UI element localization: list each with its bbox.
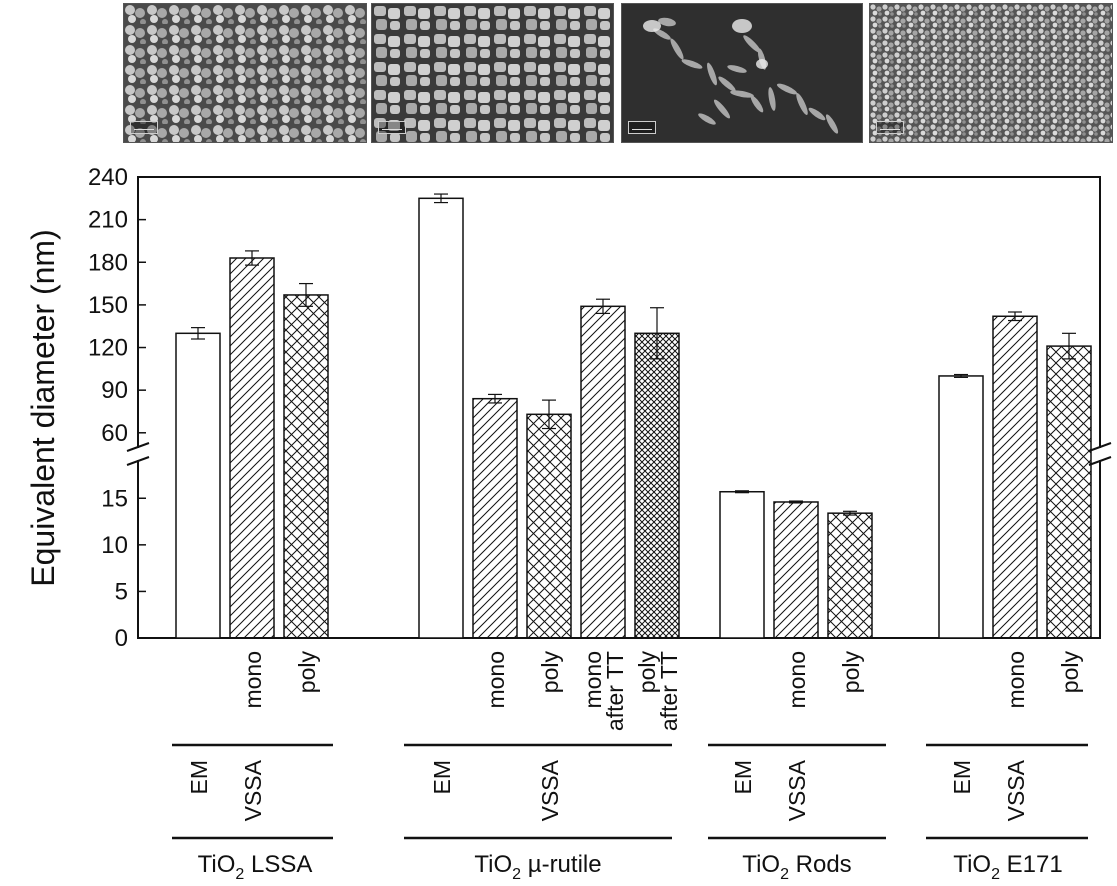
- bar-label: poly: [537, 651, 563, 694]
- group-label: TiO2 µ-rutile: [474, 851, 601, 883]
- axis-break-gap-right: [1088, 448, 1112, 460]
- group-label-subscript: 2: [991, 866, 1000, 883]
- y-tick-label: 240: [88, 164, 128, 191]
- axis-break-gap-left: [126, 448, 150, 460]
- bar-label-line2: after TT: [602, 651, 628, 731]
- scale-bar: [876, 121, 904, 134]
- bar-label: poly: [294, 651, 320, 694]
- group-label-subscript: 2: [235, 866, 244, 883]
- sem-texture: [124, 4, 366, 142]
- y-tick-label: 90: [101, 377, 128, 404]
- y-tick-label: 5: [115, 578, 128, 605]
- group-label: TiO2 E171: [953, 851, 1062, 883]
- y-tick-label: 120: [88, 335, 128, 362]
- sem-texture: [622, 4, 862, 142]
- group-label-suffix: µ-rutile: [521, 851, 602, 878]
- bar: [175, 332, 221, 639]
- sem-texture: [372, 4, 613, 142]
- y-axis-label: Equivalent diameter (nm): [25, 229, 61, 586]
- bar: [229, 257, 275, 639]
- bar-label: mono: [784, 651, 810, 709]
- group-label-suffix: E171: [1000, 851, 1063, 878]
- sem-image-rods: [621, 3, 863, 143]
- method-label-vssa: VSSA: [784, 759, 810, 821]
- group-label-prefix: TiO: [198, 851, 236, 878]
- method-label-em: EM: [186, 760, 212, 795]
- bar-label: poly: [838, 651, 864, 694]
- bar-label: poly: [1057, 651, 1083, 694]
- bar: [526, 413, 572, 639]
- group-label-prefix: TiO: [742, 851, 780, 878]
- bar: [719, 490, 765, 639]
- sem-image-lssa: [123, 3, 367, 143]
- method-label-vssa: VSSA: [537, 759, 563, 821]
- group-label-suffix: Rods: [789, 851, 852, 878]
- bar: [472, 397, 518, 639]
- group-label-suffix: LSSA: [244, 851, 312, 878]
- group-label-subscript: 2: [512, 866, 521, 883]
- group-label-prefix: TiO: [953, 851, 991, 878]
- group-label: TiO2 Rods: [742, 851, 851, 883]
- bar: [773, 501, 819, 639]
- axis-break-mark: [126, 456, 150, 466]
- axis-break-mark: [1088, 442, 1112, 452]
- bar: [580, 305, 626, 639]
- bar-label: mono: [1003, 651, 1029, 709]
- y-tick-label: 60: [101, 420, 128, 447]
- bar: [1046, 345, 1092, 639]
- scale-bar: [628, 121, 656, 134]
- bar: [938, 375, 984, 639]
- y-tick-label: 210: [88, 207, 128, 234]
- group-label-subscript: 2: [780, 866, 789, 883]
- y-tick-label: 150: [88, 292, 128, 319]
- bar: [827, 512, 873, 639]
- bar-label: mono: [483, 651, 509, 709]
- sem-image-e171: [869, 3, 1113, 143]
- bar-label: mono: [580, 651, 606, 709]
- method-label-em: EM: [949, 760, 975, 795]
- method-label-vssa: VSSA: [1003, 759, 1029, 821]
- y-tick-label: 180: [88, 249, 128, 276]
- y-tick-label: 0: [115, 625, 128, 652]
- method-label-em: EM: [429, 760, 455, 795]
- group-label-prefix: TiO: [474, 851, 512, 878]
- bar: [418, 197, 464, 639]
- sem-texture: [870, 4, 1112, 142]
- group-label: TiO2 LSSA: [198, 851, 313, 883]
- bar-label: poly: [634, 651, 660, 694]
- sem-image-mu-rutile: [371, 3, 614, 143]
- scale-bar: [130, 121, 158, 134]
- axis-break-mark: [1088, 456, 1112, 466]
- y-tick-label: 15: [101, 485, 128, 512]
- bar-label: mono: [240, 651, 266, 709]
- y-tick-label: 10: [101, 532, 128, 559]
- method-label-em: EM: [730, 760, 756, 795]
- bar: [992, 315, 1038, 639]
- axis-break-mark: [126, 442, 150, 452]
- scale-bar: [378, 121, 406, 134]
- bar-label-line2: after TT: [656, 651, 682, 731]
- method-label-vssa: VSSA: [240, 759, 266, 821]
- bar: [283, 294, 329, 639]
- bar: [634, 332, 680, 639]
